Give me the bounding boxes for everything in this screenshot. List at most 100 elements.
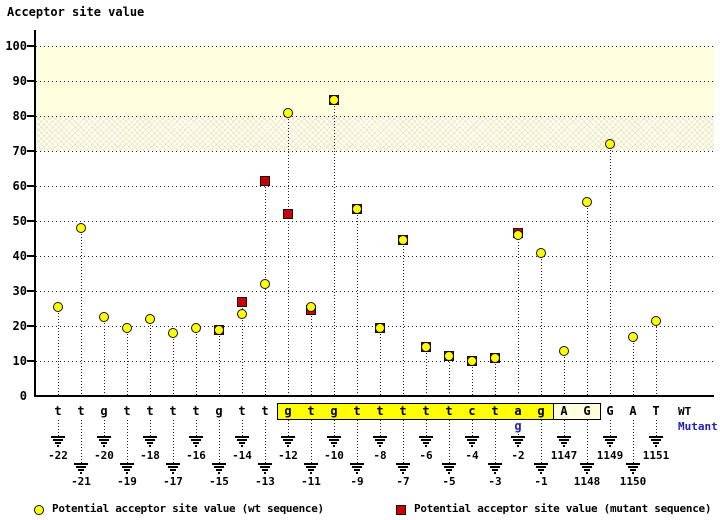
wt-marker — [398, 235, 408, 246]
gridline — [36, 46, 714, 47]
sequence-base: t — [422, 404, 430, 418]
stem — [426, 347, 427, 396]
wt-marker — [467, 356, 477, 366]
ground-icon — [626, 463, 640, 475]
gridline — [36, 81, 714, 82]
stem — [150, 319, 151, 396]
position-label: -6 — [419, 449, 433, 462]
position-label: -15 — [209, 475, 229, 488]
stem — [58, 306, 59, 396]
ground-icon — [97, 436, 111, 448]
ground-icon — [580, 463, 594, 475]
sequence-base: g — [284, 404, 292, 418]
position-label: -16 — [186, 449, 206, 462]
seq-stem — [472, 420, 473, 436]
ground-icon — [235, 436, 249, 448]
stem — [104, 317, 105, 396]
ground-icon — [51, 436, 65, 448]
stem — [127, 327, 128, 396]
ground-icon — [442, 463, 456, 475]
y-tick-dash — [27, 255, 35, 257]
wt-marker — [214, 324, 224, 335]
position-label: 1149 — [596, 449, 624, 462]
wt-marker — [582, 196, 592, 207]
seq-stem — [265, 420, 266, 463]
y-tick-dash — [27, 220, 35, 222]
wt-marker — [628, 331, 638, 342]
wt-row-label: WT — [678, 405, 692, 418]
y-tick-label: 60 — [12, 179, 27, 193]
y-tick-label: 50 — [12, 214, 27, 228]
gridline — [36, 221, 714, 222]
y-tick-dash — [27, 115, 35, 117]
wt-marker — [53, 301, 63, 312]
ground-icon — [258, 463, 272, 475]
ground-icon — [396, 463, 410, 475]
stem — [219, 329, 220, 396]
sequence-base: g — [330, 404, 338, 418]
stem — [380, 327, 381, 396]
seq-stem — [104, 420, 105, 436]
ag-exon-box — [552, 403, 601, 420]
sequence-base: g — [537, 404, 545, 418]
sequence-base: t — [399, 404, 407, 418]
y-tick-label: 90 — [12, 74, 27, 88]
position-label: -5 — [442, 475, 456, 488]
mutant-marker — [260, 175, 270, 186]
wt-marker — [375, 322, 385, 333]
wt-marker — [444, 350, 454, 361]
y-tick-label: 40 — [12, 249, 27, 263]
seq-stem — [541, 420, 542, 463]
mutant-row-label: Mutant — [678, 420, 718, 433]
ground-icon — [212, 463, 226, 475]
position-label: -22 — [48, 449, 68, 462]
ground-icon — [350, 463, 364, 475]
stem — [357, 208, 358, 396]
sequence-base: t — [123, 404, 131, 418]
sequence-base: t — [192, 404, 200, 418]
wt-marker — [76, 223, 86, 233]
sequence-base: t — [491, 404, 499, 418]
position-label: -21 — [71, 475, 91, 488]
wt-marker — [145, 314, 155, 324]
wt-marker — [352, 203, 362, 214]
position-label: -17 — [163, 475, 183, 488]
sequence-base: g — [100, 404, 108, 418]
stem — [334, 100, 335, 396]
y-tick-dash — [27, 80, 35, 82]
position-label: -19 — [117, 475, 137, 488]
seq-stem — [495, 420, 496, 463]
wt-marker — [605, 139, 615, 149]
seq-stem — [288, 420, 289, 436]
wt-marker — [536, 247, 546, 258]
stem — [196, 327, 197, 396]
gridline — [36, 186, 714, 187]
sequence-base: t — [261, 404, 269, 418]
hatched-band — [36, 116, 714, 151]
stem — [495, 357, 496, 396]
position-label: 1148 — [573, 475, 601, 488]
position-label: 1147 — [550, 449, 578, 462]
wt-marker — [237, 308, 247, 319]
ground-icon — [649, 436, 663, 448]
y-tick-dash — [27, 185, 35, 187]
stem — [610, 144, 611, 396]
stem — [564, 350, 565, 396]
gridline — [36, 116, 714, 117]
stem — [587, 201, 588, 396]
position-label: -14 — [232, 449, 252, 462]
sequence-base: t — [77, 404, 85, 418]
y-tick-label: 100 — [5, 39, 27, 53]
ground-icon — [189, 436, 203, 448]
seq-stem — [633, 420, 634, 463]
sequence-base: g — [215, 404, 223, 418]
sequence-base: G — [583, 404, 591, 418]
mutant-base-letter: g — [514, 419, 522, 433]
position-label: -9 — [350, 475, 364, 488]
sequence-base: t — [307, 404, 315, 418]
y-tick-label: 10 — [12, 354, 27, 368]
seq-stem — [426, 420, 427, 436]
seq-stem — [242, 420, 243, 436]
sequence-base: T — [652, 404, 660, 418]
